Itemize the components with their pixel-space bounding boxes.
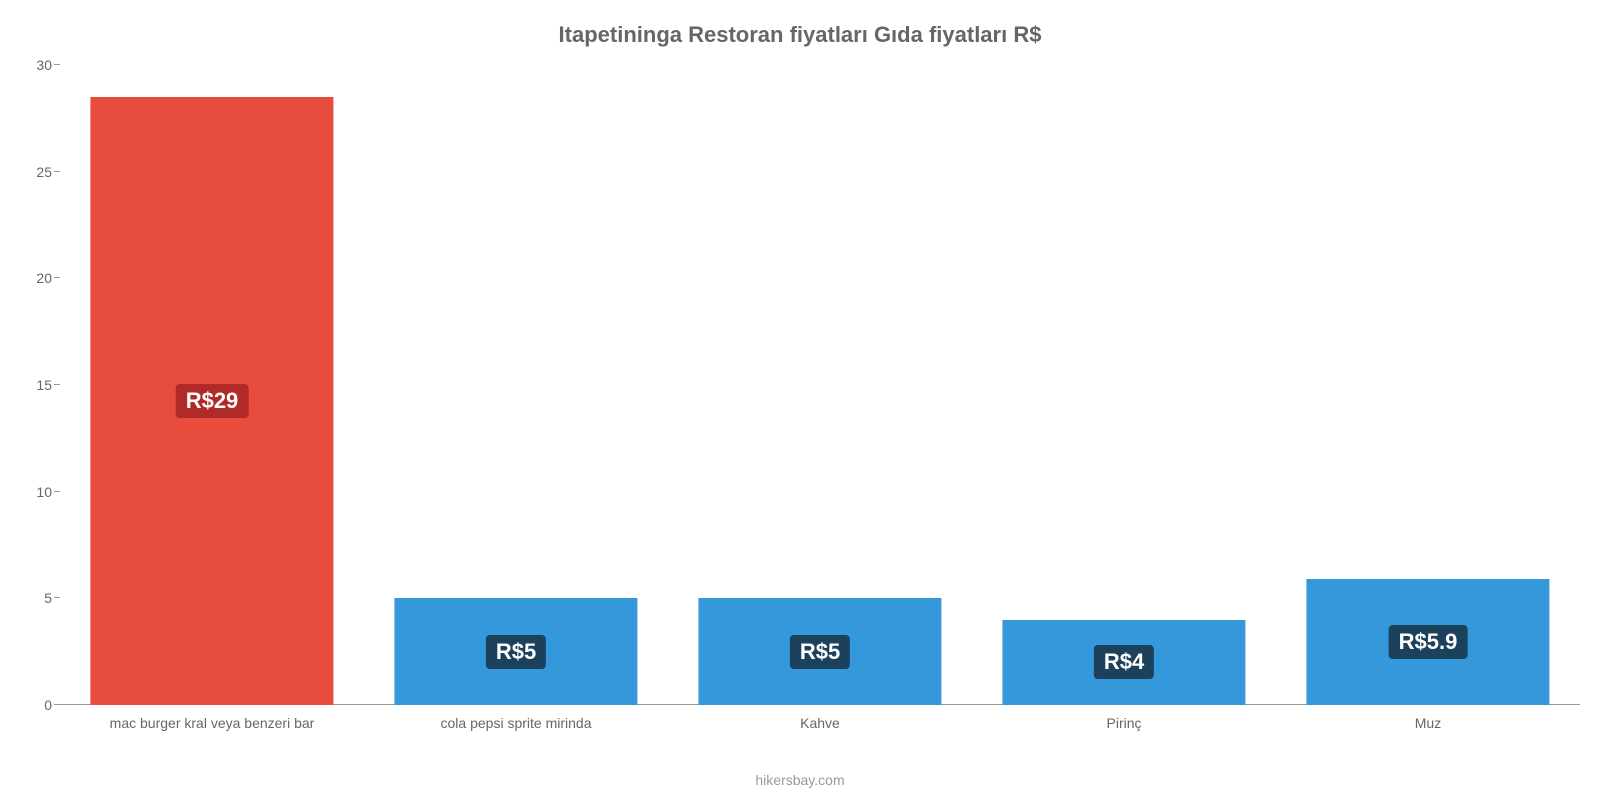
- y-tick-mark: [54, 64, 60, 65]
- y-tick-label: 15: [36, 377, 60, 393]
- bar-slot: R$29mac burger kral veya benzeri bar: [60, 65, 364, 705]
- y-tick-mark: [54, 597, 60, 598]
- y-tick-label: 30: [36, 57, 60, 73]
- y-tick-label: 5: [44, 590, 60, 606]
- y-tick-mark: [54, 171, 60, 172]
- category-label: Kahve: [800, 705, 840, 731]
- y-tick-mark: [54, 384, 60, 385]
- y-tick-mark: [54, 491, 60, 492]
- plot-area: R$29mac burger kral veya benzeri barR$5c…: [60, 65, 1580, 705]
- category-label: mac burger kral veya benzeri bar: [110, 705, 315, 731]
- y-tick-label: 0: [44, 697, 60, 713]
- y-tick-label: 20: [36, 270, 60, 286]
- bar-value-label: R$29: [176, 384, 249, 418]
- bar-slot: R$5cola pepsi sprite mirinda: [364, 65, 668, 705]
- bar-slot: R$5Kahve: [668, 65, 972, 705]
- bar-slot: R$4Pirinç: [972, 65, 1276, 705]
- bar-value-label: R$5.9: [1389, 625, 1468, 659]
- y-tick-label: 25: [36, 164, 60, 180]
- y-tick-mark: [54, 277, 60, 278]
- bar-value-label: R$5: [790, 635, 850, 669]
- category-label: Muz: [1415, 705, 1441, 731]
- category-label: Pirinç: [1106, 705, 1141, 731]
- chart-title: Itapetininga Restoran fiyatları Gıda fiy…: [0, 22, 1600, 48]
- category-label: cola pepsi sprite mirinda: [441, 705, 592, 731]
- chart-attribution: hikersbay.com: [0, 772, 1600, 788]
- bar-value-label: R$5: [486, 635, 546, 669]
- bar-value-label: R$4: [1094, 645, 1154, 679]
- bar-slot: R$5.9Muz: [1276, 65, 1580, 705]
- y-tick-label: 10: [36, 484, 60, 500]
- bars-row: R$29mac burger kral veya benzeri barR$5c…: [60, 65, 1580, 705]
- y-tick-mark: [54, 704, 60, 705]
- chart-container: Itapetininga Restoran fiyatları Gıda fiy…: [0, 0, 1600, 800]
